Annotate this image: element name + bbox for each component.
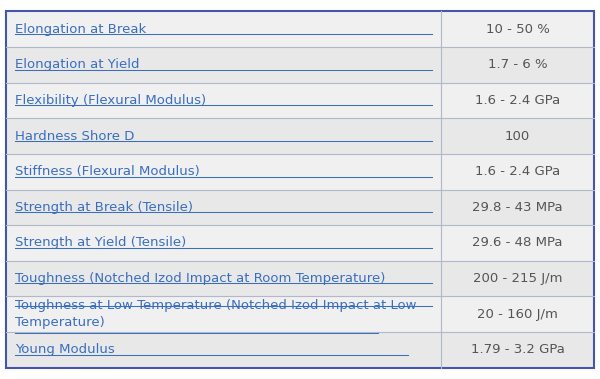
Text: Elongation at Yield: Elongation at Yield [15,58,139,71]
Text: 100: 100 [505,130,530,143]
Bar [441,47,594,83]
Bar [441,261,594,296]
Text: Hardness Shore D: Hardness Shore D [15,130,134,143]
Bar [441,225,594,261]
Text: 1.79 - 3.2 GPa: 1.79 - 3.2 GPa [470,343,565,356]
Bar [6,332,441,368]
Text: Stiffness (Flexural Modulus): Stiffness (Flexural Modulus) [15,165,200,178]
Bar [6,154,441,190]
Text: Young Modulus: Young Modulus [15,343,115,356]
Bar [441,11,594,47]
Bar [6,261,441,296]
Bar [6,225,441,261]
Bar [441,332,594,368]
Text: 29.6 - 48 MPa: 29.6 - 48 MPa [472,236,563,249]
Bar [441,190,594,225]
Bar [6,190,441,225]
Text: 10 - 50 %: 10 - 50 % [485,23,550,36]
Text: Strength at Break (Tensile): Strength at Break (Tensile) [15,201,193,214]
Text: Toughness (Notched Izod Impact at Room Temperature): Toughness (Notched Izod Impact at Room T… [15,272,385,285]
Text: 1.6 - 2.4 GPa: 1.6 - 2.4 GPa [475,94,560,107]
Text: 200 - 215 J/m: 200 - 215 J/m [473,272,562,285]
Text: 1.6 - 2.4 GPa: 1.6 - 2.4 GPa [475,165,560,178]
Text: Flexibility (Flexural Modulus): Flexibility (Flexural Modulus) [15,94,206,107]
Bar [441,83,594,118]
Bar [6,11,441,47]
Bar [6,118,441,154]
Text: 1.7 - 6 %: 1.7 - 6 % [488,58,547,71]
Bar [6,296,441,332]
Bar [6,47,441,83]
Bar [441,118,594,154]
Text: Elongation at Break: Elongation at Break [15,23,146,36]
Bar [441,154,594,190]
Text: Strength at Yield (Tensile): Strength at Yield (Tensile) [15,236,186,249]
Bar [6,83,441,118]
Text: 29.8 - 43 MPa: 29.8 - 43 MPa [472,201,563,214]
Text: Toughness at Low Temperature (Notched Izod Impact at Low
Temperature): Toughness at Low Temperature (Notched Iz… [15,299,416,329]
Text: 20 - 160 J/m: 20 - 160 J/m [477,308,558,321]
Bar [441,296,594,332]
